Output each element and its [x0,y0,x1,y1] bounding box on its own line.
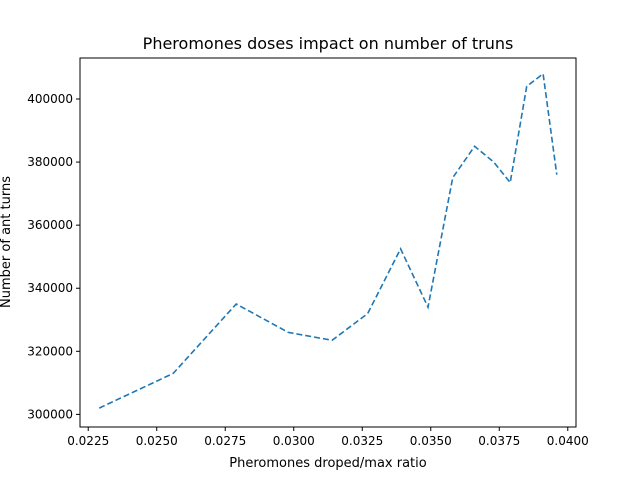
y-axis-label: Number of ant turns [0,176,14,308]
x-tick-label: 0.0300 [273,434,315,448]
x-tick-label: 0.0375 [478,434,520,448]
x-axis-label: Pheromones droped/max ratio [229,456,426,471]
x-tick-label: 0.0275 [204,434,246,448]
y-tick-label: 300000 [27,407,73,421]
y-tick-label: 320000 [27,344,73,358]
chart-title: Pheromones doses impact on number of tru… [143,34,514,53]
plot-area [98,72,558,409]
series-line [98,72,558,409]
x-tick-label: 0.0325 [341,434,383,448]
x-tick-label: 0.0250 [136,434,178,448]
y-axis: 300000 320000 340000 360000 380000 400000 [27,92,80,421]
y-tick-label: 360000 [27,218,73,232]
x-axis: 0.0225 0.0250 0.0275 0.0300 0.0325 0.0350 0.03… [67,427,589,448]
x-tick-label: 0.0225 [67,434,109,448]
y-tick-label: 380000 [27,155,73,169]
x-tick-label: 0.0350 [410,434,452,448]
axes-frame [79,57,577,428]
y-tick-label: 340000 [27,281,73,295]
x-tick-label: 0.0400 [547,434,589,448]
y-tick-label: 400000 [27,92,73,106]
